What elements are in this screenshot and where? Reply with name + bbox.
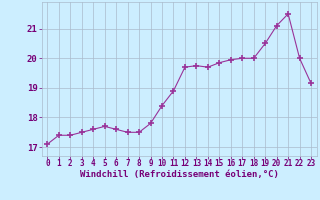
- X-axis label: Windchill (Refroidissement éolien,°C): Windchill (Refroidissement éolien,°C): [80, 170, 279, 179]
